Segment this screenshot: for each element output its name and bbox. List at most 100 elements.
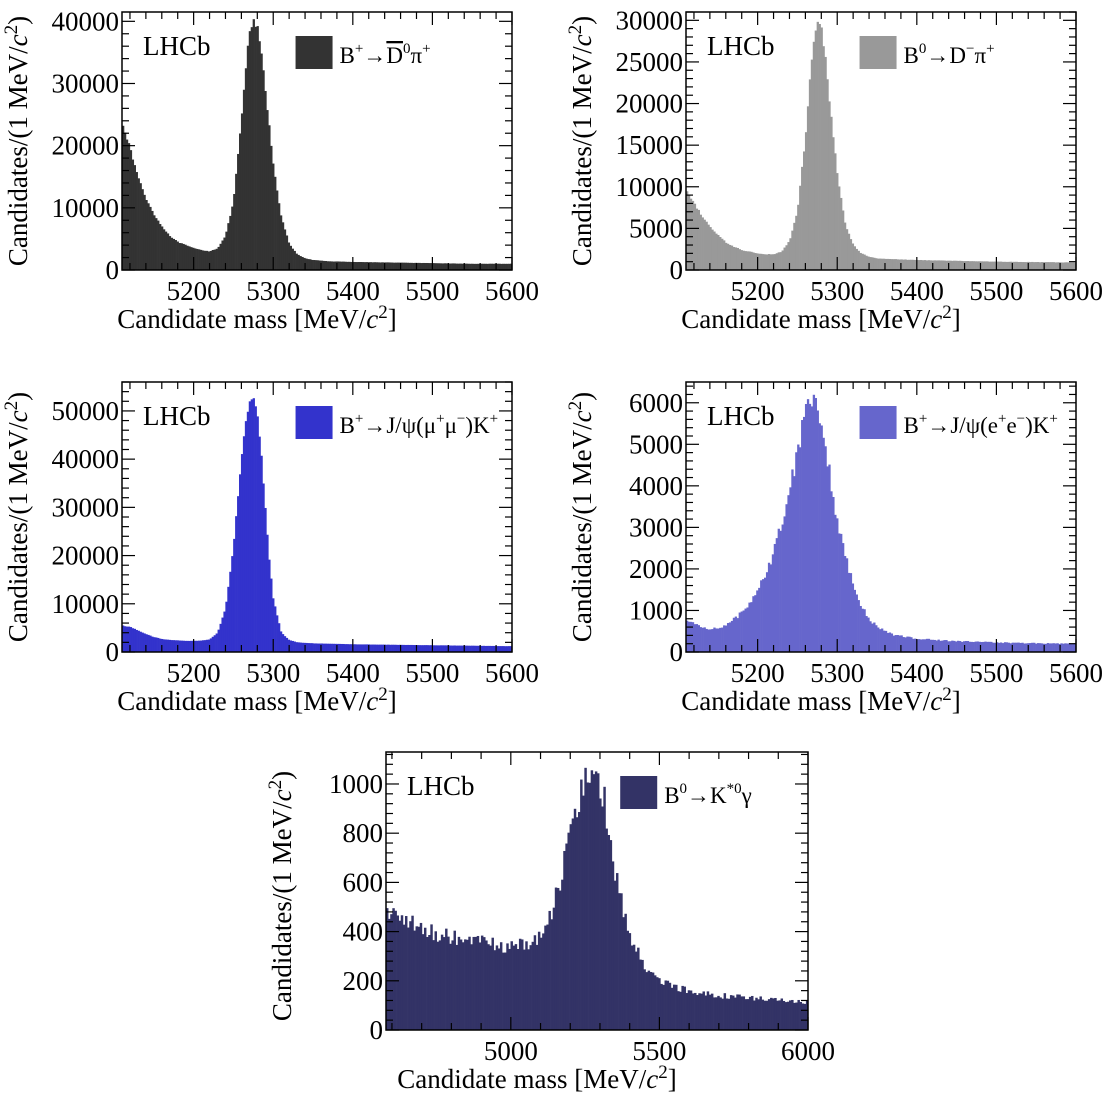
histogram-bin (957, 640, 960, 652)
histogram-bin (473, 645, 476, 652)
histogram-bin (830, 491, 833, 652)
histogram-bin (943, 640, 946, 652)
histogram-bin (634, 951, 638, 1030)
histogram-bin (937, 260, 940, 270)
histogram-bin (497, 948, 501, 1030)
histogram-bin (699, 627, 702, 652)
histogram-bin (783, 516, 786, 652)
histogram-bin (732, 995, 735, 1030)
histogram-bin (164, 639, 168, 652)
histogram-bin (763, 1000, 767, 1030)
histogram-bin (441, 645, 445, 652)
histogram-bin (941, 640, 944, 652)
histogram-bin (769, 564, 773, 652)
x-tick-label: 5200 (167, 658, 221, 688)
histogram-bin (799, 447, 802, 652)
histogram-bin (443, 263, 447, 270)
histogram-bin (765, 254, 769, 270)
histogram-bin (334, 643, 337, 652)
histogram-bin (311, 259, 314, 270)
histogram-bin (326, 643, 330, 652)
histogram-bin (605, 828, 608, 1030)
histogram-bin (455, 263, 458, 270)
y-tick-label: 25000 (616, 47, 684, 77)
legend-label: B+→J/ψ(e+e−)K+ (904, 411, 1058, 438)
histogram-bin (960, 641, 964, 652)
histogram-bin (338, 643, 341, 652)
histogram-bin (133, 628, 136, 652)
histogram-bin (190, 247, 193, 270)
histogram-bin (726, 623, 730, 652)
histogram-bin (166, 639, 170, 652)
histogram-bin (506, 646, 509, 652)
histogram-bin (379, 644, 382, 652)
histogram-bin (666, 980, 670, 1030)
histogram-bin (451, 940, 454, 1030)
histogram-bin (305, 258, 308, 270)
histogram-bin (170, 640, 174, 652)
histogram-bin (445, 928, 448, 1030)
histogram-bin (702, 991, 705, 1030)
histogram-bin (890, 259, 894, 270)
histogram-bin (877, 258, 880, 270)
histogram-bin (738, 994, 741, 1030)
histogram-bin (480, 935, 484, 1030)
x-axis-title: Candidate mass [MeV/c2] (397, 1062, 676, 1094)
histogram-bin (357, 644, 361, 652)
histogram-bin (725, 998, 729, 1030)
histogram-bin (1064, 262, 1067, 270)
histogram-bin (691, 993, 695, 1030)
histogram-bin (496, 263, 499, 270)
x-tick-label: 5600 (1049, 276, 1103, 306)
histogram-bin (736, 618, 739, 652)
x-tick-label: 5500 (632, 1036, 686, 1066)
histogram-bin (988, 641, 991, 652)
chart-panel-middle-right: 5200 5300 5400 5500 5600 0 1000 2000 3000 4000 500… (565, 381, 1103, 716)
histogram-bin (385, 262, 388, 270)
histogram-bin (391, 262, 394, 270)
histogram-bin (242, 436, 246, 652)
histogram-bin (198, 249, 201, 270)
histogram-bin (861, 608, 864, 652)
histogram-bin (422, 262, 425, 270)
histogram-bin (992, 642, 995, 652)
histogram-bin (748, 996, 752, 1030)
histogram-bin (769, 254, 773, 270)
histogram-bin (484, 263, 487, 270)
histogram-bin (824, 446, 827, 652)
histogram-bin (439, 645, 443, 652)
histogram-bin (451, 645, 454, 652)
histogram-bin (980, 641, 983, 652)
histogram-bin (178, 243, 181, 270)
histogram-bin (675, 984, 678, 1030)
histogram-bin (923, 260, 927, 270)
histogram-bin (155, 637, 158, 652)
y-axis-title: Candidates/(1 MeV/c2) (1, 392, 33, 642)
histogram-bin (217, 629, 220, 652)
histogram-bin (779, 530, 782, 652)
histogram-bin (708, 994, 712, 1030)
histogram-bin (418, 262, 421, 270)
histogram-bin (953, 260, 956, 270)
histogram-bin (935, 640, 938, 652)
histogram-bin (764, 577, 767, 652)
histogram-bin (828, 101, 831, 270)
histogram-bin (482, 645, 486, 652)
histogram-bin (375, 262, 378, 270)
histogram-bin (799, 185, 802, 270)
histogram-bin (687, 621, 691, 652)
chart-panel-top-right: 5200 5300 5400 5500 5600 0 5000 10000 15000 20000… (565, 5, 1103, 334)
histogram-bin (818, 23, 821, 270)
histogram-bin (289, 640, 292, 652)
histogram-bin (170, 237, 174, 270)
histogram-bin (806, 106, 810, 270)
histogram-bin (709, 629, 712, 652)
histogram-bin (381, 262, 384, 270)
y-tick-label: 30000 (52, 492, 120, 522)
histogram-bin (783, 247, 786, 270)
histogram-bin (287, 242, 291, 270)
histogram-bin (1023, 262, 1026, 270)
histogram-bin (428, 935, 431, 1030)
y-tick-label: 20000 (52, 131, 120, 161)
histogram-bin (719, 997, 722, 1030)
